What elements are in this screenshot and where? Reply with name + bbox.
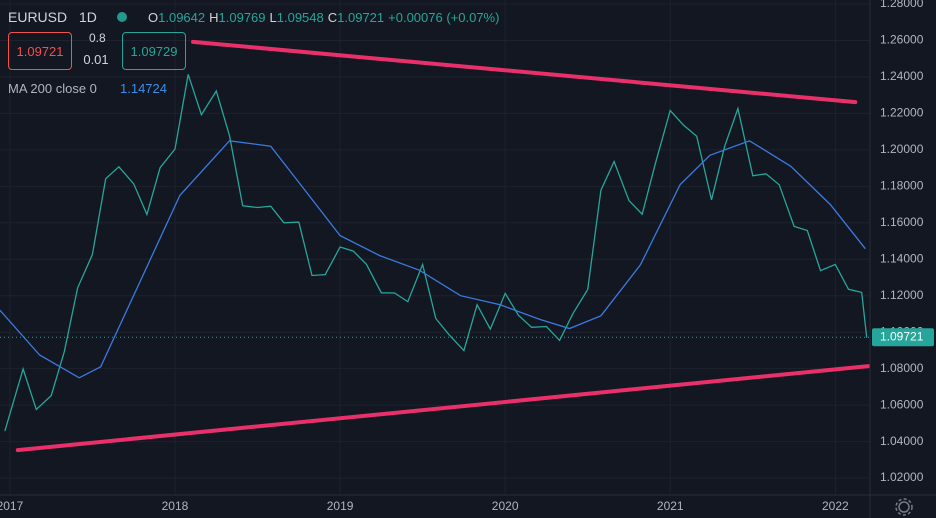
ohlc-label: O [148,10,159,25]
ohlc-item: C1.09721 [328,10,384,25]
ohlc-item: O1.09642 [148,10,205,25]
y-tick-label: 1.06000 [880,397,924,411]
y-tick-label: 1.24000 [880,69,924,83]
y-tick-label: 1.16000 [880,215,924,229]
quantity: 0.01 [83,52,109,67]
change: +0.00076 (+0.07%) [388,10,500,25]
ohlc-value: 1.09548 [276,10,324,25]
symbol[interactable]: EURUSD [8,9,68,25]
ohlc: O1.09642 H1.09769 L1.09548 C1.09721 +0.00076… [148,10,499,25]
trend-line [191,39,858,105]
x-tick-label: 2022 [822,499,849,513]
ohlc-label: H [209,10,219,25]
ohlc-value: 1.09769 [218,10,266,25]
y-tick-label: 1.28000 [880,0,924,10]
y-tick-label: 1.04000 [880,434,924,448]
ohlc-label: L [269,10,277,25]
ohlc-value: 1.09721 [337,10,385,25]
y-tick-label: 1.20000 [880,142,924,156]
series-line [4,74,868,432]
y-tick-label: 1.02000 [880,470,924,484]
y-tick-label: 1.18000 [880,179,924,193]
x-tick-label: 2020 [492,499,519,513]
sell-button[interactable]: 1.09721 [8,32,72,70]
indicator-name: MA 200 close 0 [8,81,97,96]
x-tick-label: 2017 [0,499,24,513]
buy-button[interactable]: 1.09729 [122,32,186,70]
series-line [0,140,866,379]
market-status [117,12,127,22]
last-price-box [872,328,934,347]
y-tick-label: 1.26000 [880,33,924,47]
x-tick-label: 2018 [162,499,189,513]
y-tick-label: 1.14000 [880,251,924,265]
settings-icon[interactable] [895,498,913,516]
last-price-label: 1.09721 [880,329,924,343]
y-tick-label: 1.12000 [880,288,924,302]
ohlc-item: L1.09548 [270,10,324,25]
ohlc-value: 1.09642 [158,10,206,25]
indicator-value: 1.14724 [120,81,167,96]
ohlc-label: C [327,10,338,25]
trend-line [15,364,871,453]
x-tick-label: 2019 [327,499,354,513]
interval[interactable]: 1D [79,9,97,25]
y-tick-label: 1.22000 [880,106,924,120]
x-tick-label: 2021 [657,499,684,513]
spread: 0.8 [89,31,106,45]
y-tick-label: 1.08000 [880,361,924,375]
ohlc-item: H1.09769 [209,10,265,25]
